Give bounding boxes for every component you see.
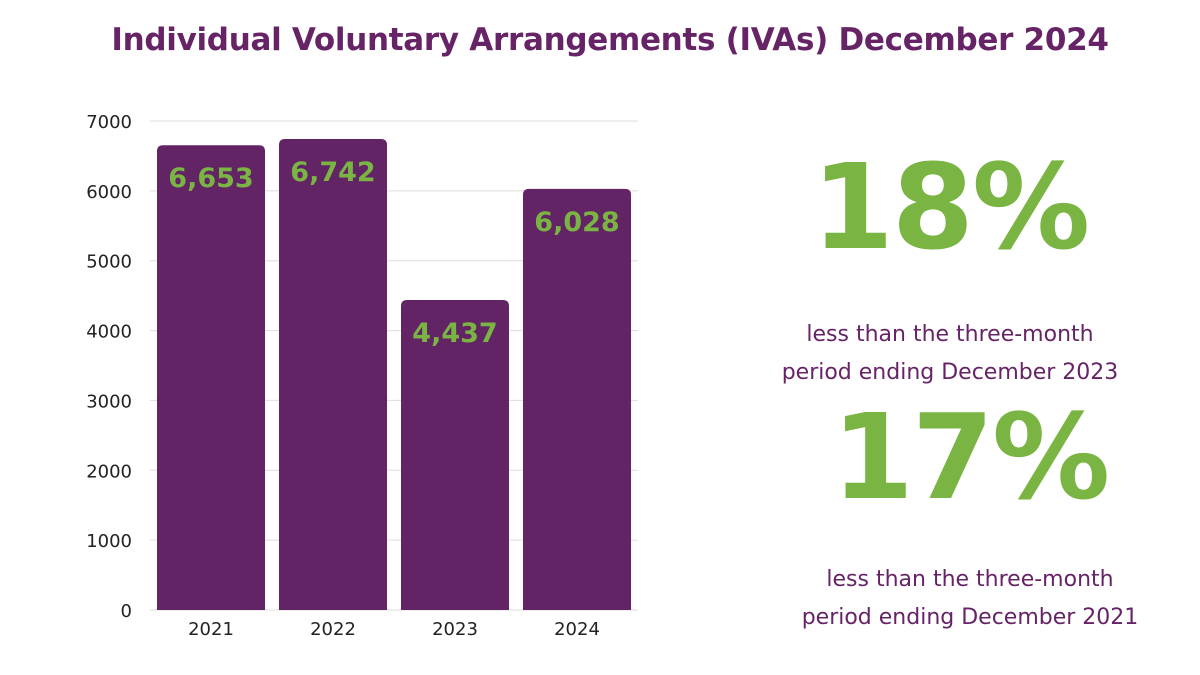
stat-block-2023: 18% less than the three-month period end… [740,148,1160,392]
stat-value: 17% [831,388,1110,526]
y-tick-label: 3000 [86,391,132,412]
x-tick-label: 2023 [432,619,478,640]
bar-2024 [523,188,631,611]
y-tick-label: 7000 [86,112,132,133]
y-tick-label: 0 [121,601,132,622]
stat-caption: less than the three-month period ending … [740,316,1160,392]
chart-title: Individual Voluntary Arrangements (IVAs)… [111,22,1109,58]
bar-2022 [279,139,387,611]
bar-2023 [401,300,509,610]
x-tick-label: 2022 [310,619,356,640]
x-tick-label: 2024 [554,619,600,640]
stat-caption-line: period ending December 2021 [801,605,1139,630]
y-tick-label: 2000 [86,461,132,482]
stat-value: 18% [811,138,1090,276]
x-tick-label: 2021 [188,619,234,640]
bar-2021 [157,145,265,611]
y-tick-label: 6000 [86,182,132,203]
stat-caption-line: less than the three-month [826,567,1114,592]
stat-caption-line: period ending December 2023 [781,360,1119,385]
y-tick-label: 1000 [86,531,132,552]
stat-caption-line: less than the three-month [806,322,1094,347]
data-label: 6,028 [534,207,619,238]
y-tick-label: 5000 [86,252,132,273]
stat-block-2021: 17% less than the three-month period end… [760,398,1180,637]
data-label: 4,437 [412,318,497,349]
data-label: 6,653 [168,163,253,194]
data-label: 6,742 [290,157,375,188]
stat-caption: less than the three-month period ending … [760,561,1180,637]
y-tick-label: 4000 [86,322,132,343]
bar-chart: 0 1000 2000 3000 4000 5000 6000 7000 6,653 2021 6,… [86,112,638,640]
